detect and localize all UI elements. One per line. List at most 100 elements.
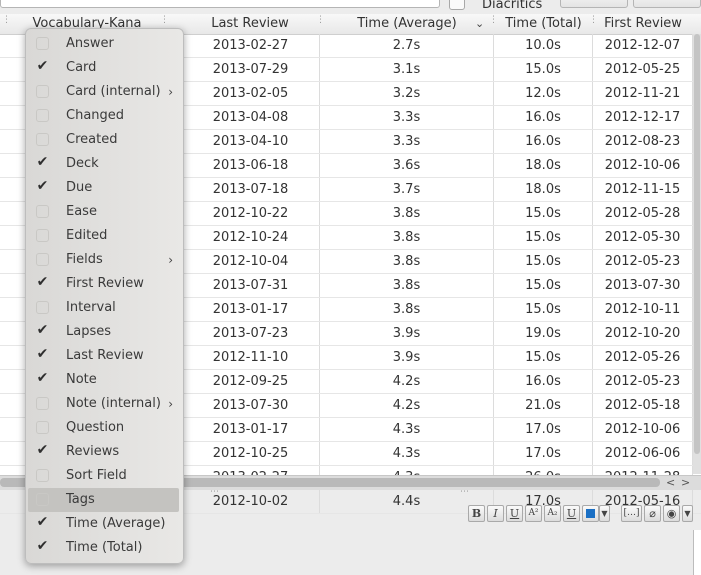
subscript-button[interactable]: A₂: [544, 505, 561, 522]
table-row[interactable]: 2013-07-30 4.2s 21.0s 2012-05-18: [0, 394, 701, 418]
splitter-handle[interactable]: ⋯: [210, 487, 219, 497]
cell-first-review: 2012-05-26: [593, 346, 693, 369]
header-first-review[interactable]: First Review: [604, 16, 682, 31]
menu-item-time-total[interactable]: ✔ Time (Total): [28, 536, 179, 560]
menu-item-due[interactable]: ✔ Due: [28, 176, 179, 200]
cell-last-review: 2013-02-05: [182, 82, 320, 105]
menu-item-sort-field[interactable]: Sort Field: [28, 464, 179, 488]
cell-time-average: 3.8s: [320, 298, 494, 321]
underline-button[interactable]: U: [506, 505, 523, 522]
table-row[interactable]: 2012-11-10 3.9s 15.0s 2012-05-26: [0, 346, 701, 370]
clear-format-button[interactable]: U: [563, 505, 580, 522]
horizontal-scrollbar-thumb[interactable]: [0, 478, 660, 487]
menu-item-first-review[interactable]: ✔ First Review: [28, 272, 179, 296]
menu-item-fields[interactable]: Fields ›: [28, 248, 179, 272]
table-row[interactable]: 2012-10-24 3.8s 15.0s 2012-05-30: [0, 226, 701, 250]
menu-item-label: Deck: [66, 156, 99, 171]
menu-item-reviews[interactable]: ✔ Reviews: [28, 440, 179, 464]
editor-field[interactable]: [693, 530, 701, 575]
menu-item-label: Tags: [66, 492, 95, 507]
menu-item-note-internal[interactable]: Note (internal) ›: [28, 392, 179, 416]
header-time-total[interactable]: Time (Total): [505, 16, 582, 31]
table-row[interactable]: 2013-07-31 3.8s 15.0s 2013-07-30: [0, 274, 701, 298]
menu-item-card[interactable]: ✔ Card: [28, 56, 179, 80]
cell-time-total: 16.0s: [494, 370, 593, 393]
menu-item-deck[interactable]: ✔ Deck: [28, 152, 179, 176]
cell-last-review: 2012-10-24: [182, 226, 320, 249]
table-row[interactable]: 2012-10-22 3.8s 15.0s 2012-05-28: [0, 202, 701, 226]
column-resize-handle[interactable]: ⋮: [489, 15, 498, 25]
header-time-average[interactable]: Time (Average): [357, 16, 457, 31]
cell-first-review: 2012-10-11: [593, 298, 693, 321]
column-resize-handle[interactable]: ⋮: [160, 15, 169, 25]
menu-item-label: Changed: [66, 108, 125, 123]
cell-time-average: 3.9s: [320, 322, 494, 345]
sort-descending-icon: ⌄: [475, 17, 485, 30]
table-row[interactable]: 2013-01-17 3.8s 15.0s 2012-10-11: [0, 298, 701, 322]
vertical-scrollbar[interactable]: [693, 34, 701, 474]
more-options-button[interactable]: ▼: [682, 505, 693, 522]
cell-time-total: 19.0s: [494, 322, 593, 345]
table-row[interactable]: 2013-07-18 3.7s 18.0s 2012-11-15: [0, 178, 701, 202]
table-row[interactable]: 2012-09-25 4.2s 16.0s 2012-05-23: [0, 370, 701, 394]
record-audio-icon[interactable]: ◉: [663, 505, 680, 522]
menu-item-created[interactable]: Created: [28, 128, 179, 152]
menu-item-ease[interactable]: Ease: [28, 200, 179, 224]
table-row[interactable]: 2013-07-23 3.9s 19.0s 2012-10-20: [0, 322, 701, 346]
menu-item-question[interactable]: Question: [28, 416, 179, 440]
header-vocabulary-kana[interactable]: Vocabulary-Kana: [32, 16, 142, 31]
table-row[interactable]: 2013-04-08 3.3s 16.0s 2012-12-17: [0, 106, 701, 130]
menu-item-label: Card (internal): [66, 84, 161, 99]
menu-item-edited[interactable]: Edited: [28, 224, 179, 248]
menu-item-label: Card: [66, 60, 97, 75]
scroll-right-icon[interactable]: >: [681, 476, 691, 489]
header-last-review[interactable]: Last Review: [211, 16, 289, 31]
column-resize-handle[interactable]: ⋮: [2, 15, 11, 25]
empty-checkbox-icon: [36, 301, 49, 314]
cell-last-review: 2013-02-27: [182, 34, 320, 57]
scroll-left-icon[interactable]: <: [666, 476, 676, 489]
table-row[interactable]: 2012-10-25 4.3s 17.0s 2012-06-06: [0, 442, 701, 466]
cloze-button[interactable]: […]: [621, 505, 642, 522]
cell-time-average: 4.3s: [320, 418, 494, 441]
column-resize-handle[interactable]: ⋮: [316, 15, 325, 25]
menu-item-changed[interactable]: Changed: [28, 104, 179, 128]
superscript-button[interactable]: A²: [525, 505, 542, 522]
cell-time-average: 3.8s: [320, 250, 494, 273]
cell-first-review: 2012-12-07: [593, 34, 693, 57]
text-color-button[interactable]: [582, 505, 599, 522]
menu-item-time-average[interactable]: ✔ Time (Average): [28, 512, 179, 536]
cell-time-average: 3.3s: [320, 106, 494, 129]
bold-button[interactable]: B: [468, 505, 485, 522]
table-row[interactable]: 2013-02-05 3.2s 12.0s 2012-11-21: [0, 82, 701, 106]
splitter-handle[interactable]: ⋯: [460, 487, 469, 497]
menu-item-interval[interactable]: Interval: [28, 296, 179, 320]
italic-button[interactable]: I: [487, 505, 504, 522]
cell-time-average: 4.2s: [320, 370, 494, 393]
top-button-2[interactable]: [633, 0, 701, 8]
vertical-scrollbar-thumb[interactable]: [694, 34, 700, 454]
cell-first-review: 2012-05-28: [593, 202, 693, 225]
menu-item-label: Edited: [66, 228, 108, 243]
table-row[interactable]: 2013-06-18 3.6s 18.0s 2012-10-06: [0, 154, 701, 178]
menu-item-lapses[interactable]: ✔ Lapses: [28, 320, 179, 344]
cell-last-review: 2012-10-04: [182, 250, 320, 273]
cell-first-review: 2012-06-06: [593, 442, 693, 465]
table-row[interactable]: 2013-02-27 2.7s 10.0s 2012-12-07: [0, 34, 701, 58]
menu-item-tags[interactable]: Tags: [28, 488, 179, 512]
color-dropdown-button[interactable]: ▼: [599, 505, 610, 522]
diacritics-checkbox[interactable]: [449, 0, 465, 10]
menu-item-note[interactable]: ✔ Note: [28, 368, 179, 392]
column-resize-handle[interactable]: ⋮: [589, 15, 598, 25]
empty-checkbox-icon: [36, 37, 49, 50]
search-input[interactable]: [0, 0, 440, 8]
empty-checkbox-icon: [36, 109, 49, 122]
table-row[interactable]: 2012-10-04 3.8s 15.0s 2012-05-23: [0, 250, 701, 274]
cell-first-review: 2012-11-15: [593, 178, 693, 201]
menu-item-last-review[interactable]: ✔ Last Review: [28, 344, 179, 368]
attach-icon[interactable]: ⌀: [644, 505, 661, 522]
menu-item-card-internal[interactable]: Card (internal) ›: [28, 80, 179, 104]
table-row[interactable]: 2013-01-17 4.3s 17.0s 2012-10-06: [0, 418, 701, 442]
top-button-1[interactable]: [560, 0, 628, 8]
menu-item-answer[interactable]: Answer: [28, 32, 179, 56]
